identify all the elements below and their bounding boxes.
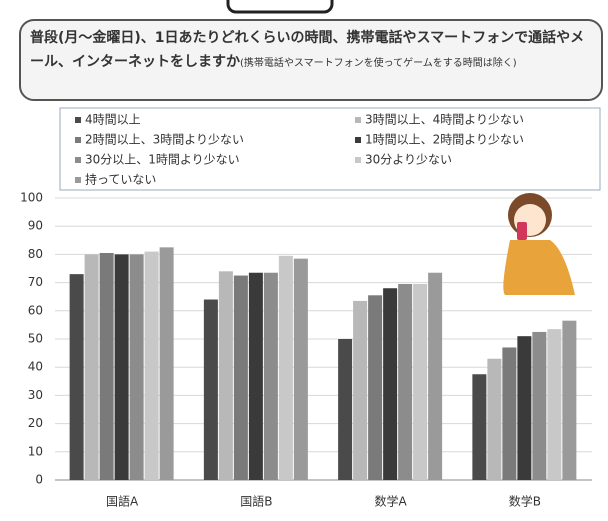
legend-label: 3時間以上、4時間より少ない — [365, 113, 524, 127]
y-tick-label: 80 — [28, 247, 43, 261]
legend-label: 30分以上、1時間より少ない — [85, 153, 240, 167]
legend-swatch — [355, 137, 361, 143]
bar — [294, 259, 308, 480]
body — [503, 240, 575, 295]
bar — [130, 254, 144, 480]
y-tick-label: 100 — [20, 191, 43, 205]
bar — [413, 284, 427, 480]
legend-swatch — [75, 177, 81, 183]
legend-label: 4時間以上 — [85, 113, 141, 127]
legend-label: 2時間以上、3時間より少ない — [85, 133, 244, 147]
illustration — [503, 193, 575, 295]
legend-label: 30分より少ない — [365, 153, 452, 167]
chart: 普段(月～金曜日)、1日あたりどれくらいの時間、携帯電話やスマートフォンで通話や… — [0, 0, 608, 517]
y-tick-label: 40 — [28, 360, 43, 374]
bar — [249, 273, 263, 480]
bar — [368, 295, 382, 480]
bar — [100, 253, 114, 480]
x-tick-label: 国語A — [106, 494, 139, 509]
bar — [160, 247, 174, 480]
x-tick-label: 数学A — [375, 494, 408, 509]
bar — [547, 329, 561, 480]
y-tick-label: 70 — [28, 275, 43, 289]
bar — [204, 300, 218, 480]
bar — [532, 332, 546, 480]
bar — [264, 273, 278, 480]
x-tick-label: 国語B — [240, 494, 272, 509]
bar — [562, 321, 576, 480]
title-block: 普段(月～金曜日)、1日あたりどれくらいの時間、携帯電話やスマートフォンで通話や… — [30, 26, 595, 76]
legend-swatch — [355, 157, 361, 163]
bar — [234, 276, 248, 480]
bar — [517, 336, 531, 480]
bar — [487, 359, 501, 480]
tab — [228, 0, 332, 12]
title-note: (携帯電話やスマートフォンを使ってゲームをする時間は除く) — [240, 58, 517, 69]
bar — [115, 254, 129, 480]
bar — [279, 256, 293, 480]
y-tick-label: 10 — [28, 444, 43, 458]
y-tick-label: 30 — [28, 388, 43, 402]
y-tick-label: 20 — [28, 416, 43, 430]
legend-label: 持っていない — [85, 172, 156, 187]
title-wrap: 普段(月～金曜日)、1日あたりどれくらいの時間、携帯電話やスマートフォンで通話や… — [30, 26, 595, 98]
bar — [85, 254, 99, 480]
bar — [428, 273, 442, 480]
phone — [517, 222, 527, 240]
bar — [472, 374, 486, 480]
legend-swatch — [75, 157, 81, 163]
y-tick-label: 90 — [28, 219, 43, 233]
bar — [145, 252, 159, 480]
y-tick-label: 50 — [28, 332, 43, 346]
bar — [353, 301, 367, 480]
y-tick-label: 0 — [35, 473, 43, 487]
bar — [338, 339, 352, 480]
y-tick-label: 60 — [28, 303, 43, 317]
legend-label: 1時間以上、2時間より少ない — [365, 133, 524, 147]
legend-swatch — [75, 117, 81, 123]
bar — [383, 288, 397, 480]
bar — [502, 347, 516, 480]
legend-swatch — [355, 117, 361, 123]
bar — [398, 284, 412, 480]
legend-swatch — [75, 137, 81, 143]
x-tick-label: 数学B — [509, 494, 541, 509]
plot: 0 10 20 30 40 50 60 70 80 90 100 国語A 国語B 数学A 数学B — [20, 191, 592, 509]
bar — [219, 271, 233, 480]
bar — [70, 274, 84, 480]
